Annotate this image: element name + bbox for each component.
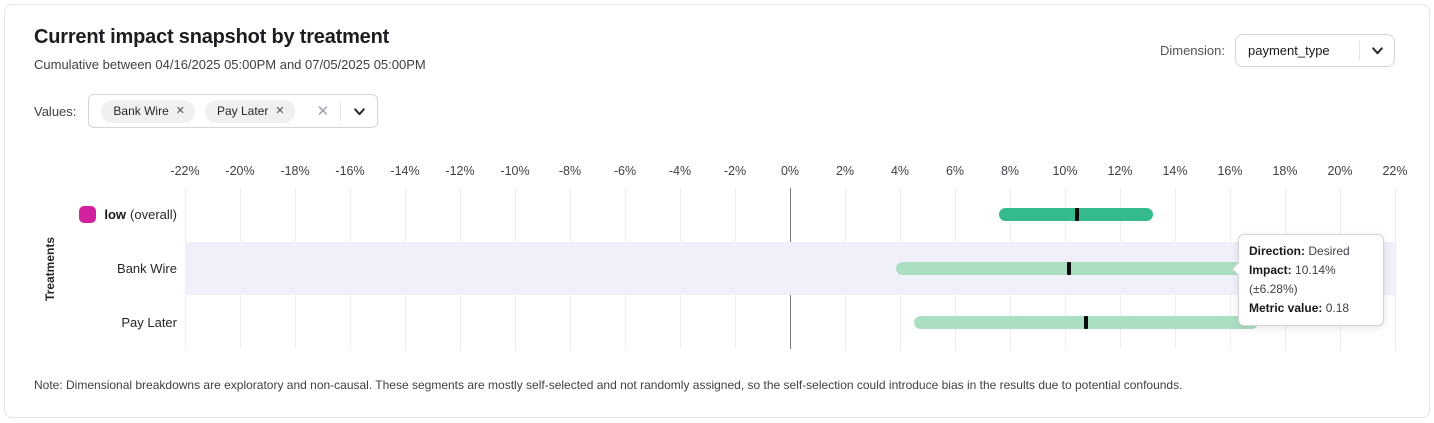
impact-point-marker (1083, 315, 1088, 329)
row-label-suffix: (overall) (130, 207, 177, 223)
impact-point-marker (1066, 262, 1071, 275)
chevron-down-icon[interactable] (341, 105, 377, 118)
x-tick-label: -6% (613, 164, 637, 178)
row-label-text: Bank Wire (117, 260, 177, 276)
dimension-label: Dimension: (1159, 43, 1225, 58)
x-tick-label: -2% (723, 164, 747, 178)
tooltip-direction-row: Direction: Desired (1249, 244, 1350, 258)
x-tick-label: -18% (280, 164, 310, 178)
impact-tooltip: Direction: Desired Impact: 10.14% (±6.28… (1231, 234, 1384, 326)
page-title: Current impact snapshot by treatment (34, 26, 390, 48)
dimension-control: Dimension: payment_type (1160, 34, 1395, 67)
x-tick-label: 4% (890, 164, 910, 178)
x-tick-label: -22% (170, 164, 200, 178)
chip-pay-later[interactable]: Pay Later ✕ (204, 99, 295, 123)
chip-remove-icon[interactable]: ✕ (275, 104, 285, 117)
row-labels: low (overall) Bank Wire Pay Later (34, 188, 177, 349)
tooltip-impact-row: Impact: 10.14% (±6.28%) (1249, 263, 1336, 296)
tooltip-metric-row: Metric value: 0.18 (1249, 301, 1350, 315)
x-tick-label: 0% (780, 164, 800, 178)
chevron-down-icon[interactable] (1360, 44, 1394, 57)
select-divider (1359, 41, 1360, 60)
x-tick-label: -10% (500, 164, 530, 178)
clear-all-icon[interactable]: ✕ (316, 102, 330, 120)
x-tick-label: -14% (390, 164, 420, 178)
x-tick-label: 22% (1382, 164, 1408, 178)
chip-remove-icon[interactable]: ✕ (175, 104, 185, 117)
selected-value-chips: Bank Wire ✕ Pay Later ✕ (101, 99, 295, 123)
card-header: Current impact snapshot by treatment Cum… (34, 23, 1405, 74)
x-tick-label: 20% (1327, 164, 1353, 178)
x-tick-label: -16% (335, 164, 365, 178)
row-label-text: Pay Later (121, 314, 177, 330)
x-tick-label: 12% (1107, 164, 1133, 178)
x-tick-label: 18% (1272, 164, 1298, 178)
date-range-subtitle: Cumulative between 04/16/2025 05:00PM an… (34, 57, 426, 72)
disclaimer-note: Note: Dimensional breakdowns are explora… (34, 378, 1183, 392)
chip-label: Bank Wire (113, 104, 169, 118)
impact-chart: Treatments -22% -20% -18% -16% -14% -12% -10% -… (34, 163, 1408, 355)
legend-swatch (79, 206, 97, 224)
treatment-row-label: low (overall) (34, 188, 177, 242)
plot-area (185, 188, 1396, 349)
dimension-select[interactable]: payment_type (1235, 34, 1395, 67)
dimension-selected-value: payment_type (1248, 43, 1330, 58)
values-multiselect[interactable]: Bank Wire ✕ Pay Later ✕ ✕ (88, 94, 379, 128)
x-axis-labels: -22% -20% -18% -16% -14% -12% -10% -8% -6% -4% -2%… (170, 163, 1407, 179)
x-tick-label: 14% (1162, 164, 1188, 178)
values-filter-row: Values: Bank Wire ✕ Pay Later ✕ ✕ (34, 94, 1405, 128)
x-tick-label: 16% (1217, 164, 1243, 178)
chip-bank-wire[interactable]: Bank Wire ✕ (101, 99, 195, 123)
chip-label: Pay Later (216, 104, 269, 118)
x-tick-label: -20% (225, 164, 255, 178)
values-label: Values: (34, 103, 77, 119)
x-tick-label: 10% (1052, 164, 1078, 178)
x-tick-label: -4% (668, 164, 692, 178)
row-label-text: low (104, 207, 127, 223)
impact-snapshot-card: Current impact snapshot by treatment Cum… (4, 4, 1430, 418)
select-divider (340, 101, 342, 121)
header-text: Current impact snapshot by treatment Cum… (34, 23, 426, 74)
x-tick-label: -12% (445, 164, 475, 178)
gridline (1395, 188, 1396, 349)
x-tick-label: 6% (945, 164, 965, 178)
x-tick-label: 2% (835, 164, 855, 178)
treatment-row-label: Pay Later (34, 295, 177, 349)
treatment-row-label: Bank Wire (34, 242, 177, 296)
x-tick-label: -8% (558, 164, 582, 178)
impact-point-marker (1075, 208, 1080, 222)
x-tick-label: 8% (1000, 164, 1020, 178)
